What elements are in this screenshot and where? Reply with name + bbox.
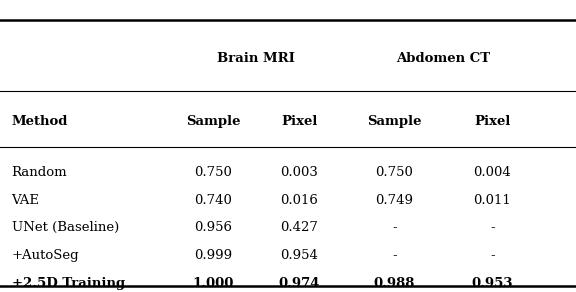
Text: 0.427: 0.427 <box>281 221 319 234</box>
Text: Abdomen CT: Abdomen CT <box>396 52 491 65</box>
Text: Pixel: Pixel <box>281 115 318 128</box>
Text: VAE: VAE <box>12 194 40 206</box>
Text: 0.954: 0.954 <box>281 249 319 262</box>
Text: +2.5D Training: +2.5D Training <box>12 277 124 290</box>
Text: -: - <box>392 221 397 234</box>
Text: Sample: Sample <box>186 115 240 128</box>
Text: -: - <box>490 249 495 262</box>
Text: 0.956: 0.956 <box>194 221 232 234</box>
Text: 0.003: 0.003 <box>281 166 319 179</box>
Text: -: - <box>392 249 397 262</box>
Text: UNet (Baseline): UNet (Baseline) <box>12 221 119 234</box>
Text: Pixel: Pixel <box>474 115 511 128</box>
Text: -: - <box>490 221 495 234</box>
Text: 0.740: 0.740 <box>194 194 232 206</box>
Text: 0.016: 0.016 <box>281 194 319 206</box>
Text: 0.011: 0.011 <box>473 194 511 206</box>
Text: 0.749: 0.749 <box>376 194 414 206</box>
Text: 0.953: 0.953 <box>472 277 513 290</box>
Text: 0.750: 0.750 <box>376 166 414 179</box>
Text: 0.750: 0.750 <box>194 166 232 179</box>
Text: Brain MRI: Brain MRI <box>217 52 295 65</box>
Text: Method: Method <box>12 115 68 128</box>
Text: 0.988: 0.988 <box>374 277 415 290</box>
Text: Sample: Sample <box>367 115 422 128</box>
Text: +AutoSeg: +AutoSeg <box>12 249 79 262</box>
Text: 0.004: 0.004 <box>473 166 511 179</box>
Text: 1.000: 1.000 <box>192 277 234 290</box>
Text: Random: Random <box>12 166 67 179</box>
Text: 0.974: 0.974 <box>279 277 320 290</box>
Text: 0.999: 0.999 <box>194 249 232 262</box>
